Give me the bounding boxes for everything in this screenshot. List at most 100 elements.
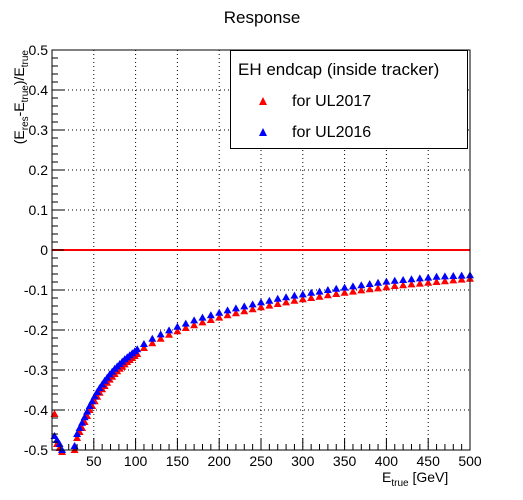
data-point [156,330,165,338]
data-point [365,285,374,293]
legend-title: EH endcap (inside tracker) [238,60,440,79]
data-point [290,296,299,304]
data-point [85,402,94,409]
data-point [231,304,240,312]
y-tick-label: -0.2 [24,322,48,338]
data-point [449,276,458,284]
x-tick-label: 100 [124,453,148,469]
y-tick-label: 0.1 [29,202,49,218]
data-point [80,413,89,421]
y-tick-label: 0.5 [29,42,49,58]
data-point [332,290,341,297]
data-point [357,286,366,294]
data-point [156,334,165,342]
data-point [432,278,441,285]
data-point [399,276,408,283]
data-point [248,305,257,313]
x-tick-label: 200 [208,453,232,469]
data-point [240,307,249,315]
data-point [290,291,299,299]
chart-title: Response [224,8,301,27]
data-point [382,283,391,291]
y-axis-label-sub: res [20,116,31,130]
data-point [407,280,416,288]
y-tick-label: 0.3 [29,122,49,138]
data-point [307,288,316,296]
data-point [265,296,274,304]
y-tick-label: 0.2 [29,162,49,178]
data-point [340,288,349,296]
data-point [415,279,424,287]
y-axis-ticks: -0.5 -0.4 -0.3 -0.2 -0.1 0 0.1 0.2 0.3 0.4 0.5 [24,42,64,458]
x-tick-label: 500 [458,453,482,469]
data-point [240,302,249,310]
data-point [173,322,182,330]
data-point [374,284,383,292]
data-point [190,321,199,329]
data-point [139,340,148,347]
y-axis-label: (Eres-Etrue)/Etrue [11,50,31,145]
data-point [248,300,257,308]
x-tick-label: 150 [166,453,190,469]
x-axis-label-main: E [382,469,391,485]
data-point [93,388,102,395]
data-point [165,330,174,338]
data-point [315,292,324,300]
data-point [424,278,433,286]
data-point [223,306,232,314]
data-point [390,282,399,289]
data-point [407,275,416,283]
data-point [90,392,99,400]
x-axis-label-unit: [GeV] [409,469,449,485]
data-point [273,294,282,302]
data-point [348,287,357,295]
data-point [165,326,174,334]
data-point [173,327,182,335]
data-point [357,281,366,289]
data-point [424,273,433,281]
data-point [206,316,215,323]
data-point [374,278,383,286]
data-point [55,440,64,447]
data-point [390,276,399,284]
data-point [83,407,92,415]
x-tick-label: 350 [333,453,357,469]
data-point [198,318,207,326]
data-point [340,283,349,291]
legend-label-ul2016: for UL2016 [292,124,372,141]
data-point [315,287,324,295]
data-point [457,275,466,283]
data-point [257,303,265,311]
data-point [440,277,449,285]
x-axis-label-sub: true [391,478,409,489]
legend-entry-ul2016: for UL2016 [259,124,459,144]
data-point [298,290,307,298]
data-point [307,294,316,301]
data-point [399,281,408,289]
data-point [365,280,374,287]
y-axis-label-sub: true [20,85,31,103]
x-axis-label: Etrue [GeV] [382,469,448,489]
data-point [73,434,82,441]
x-tick-label: 250 [249,453,273,469]
y-tick-label: 0.4 [29,82,49,98]
data-point [70,442,79,449]
data-point [265,301,274,309]
y-axis-label-sub: true [20,50,31,68]
data-point [50,410,59,417]
data-point [88,397,97,405]
data-point [449,272,458,279]
data-point [139,344,148,351]
data-point [181,319,190,327]
data-point [95,384,104,391]
legend: EH endcap (inside tracker) for UL2017 fo… [230,50,468,149]
y-tick-label: 0 [40,242,48,258]
data-point [282,298,291,306]
data-point [282,293,291,301]
data-point [348,282,357,290]
data-point [298,295,307,303]
data-point [440,272,449,280]
x-tick-label: 300 [291,453,315,469]
data-point [133,345,142,353]
